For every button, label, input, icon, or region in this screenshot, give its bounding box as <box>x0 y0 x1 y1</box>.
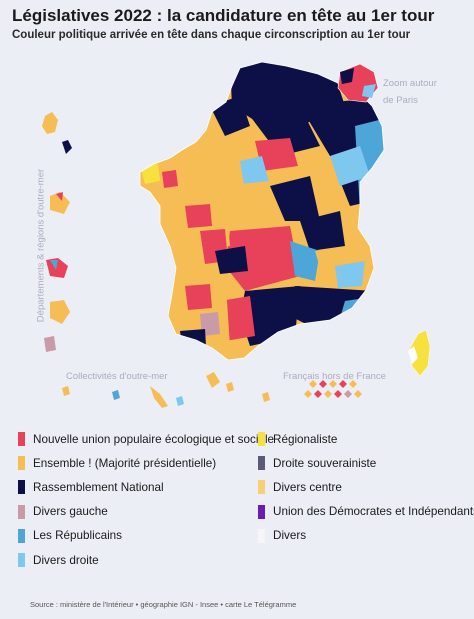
french-abroad-circonscriptions <box>304 380 362 398</box>
legend-label: Rassemblement National <box>33 480 164 494</box>
legend-item: Divers centre <box>258 480 342 495</box>
region-picardie-rn <box>250 106 320 156</box>
guyane <box>50 300 70 324</box>
region-idf-nupes <box>255 138 298 171</box>
france-map <box>42 61 431 408</box>
legend-item: Divers droite <box>18 553 99 567</box>
legend-swatch <box>258 456 265 471</box>
region-lorraine-dd <box>330 146 370 186</box>
mainland-outline <box>139 61 385 361</box>
paris-zoom <box>337 63 379 103</box>
reunion <box>46 258 68 278</box>
region-charente-rn <box>215 246 248 274</box>
martinique <box>50 192 70 214</box>
legend-label: Régionaliste <box>273 432 338 446</box>
legend-item: Ensemble ! (Majorité présidentielle) <box>18 456 217 471</box>
legend-item: Nouvelle union populaire écologique et s… <box>18 432 274 446</box>
collectivites-outre-mer <box>62 372 270 408</box>
region-massif-central-nupes <box>225 226 300 291</box>
legend-swatch <box>18 553 25 567</box>
legend-swatch <box>18 528 25 543</box>
region-normandie-ensemble <box>170 126 240 176</box>
legend: Nouvelle union populaire écologique et s… <box>18 432 474 582</box>
reunion-2 <box>50 260 58 270</box>
zoom-label: Zoom autour de Paris <box>383 78 437 106</box>
collectivites-label: Collectivités d'outre-mer <box>66 371 168 382</box>
legend-swatch <box>18 432 25 446</box>
legend-item: Rassemblement National <box>18 480 164 495</box>
mayotte <box>44 336 56 352</box>
overseas-departments-label: Départements & régions d'outre-mer <box>35 168 47 323</box>
legend-label: Divers droite <box>33 553 99 567</box>
region-nantes-nupes <box>185 204 212 228</box>
martinique-2 <box>56 192 63 201</box>
region-paca-rn <box>290 286 375 331</box>
legend-swatch <box>258 432 265 446</box>
legend-label: Les Républicains <box>33 529 123 543</box>
region-bourgogne-rn <box>270 176 320 221</box>
region-rennes-nupes <box>162 170 178 188</box>
guadeloupe <box>42 112 58 134</box>
legend-swatch <box>258 480 265 495</box>
legend-label: Nouvelle union populaire écologique et s… <box>33 432 275 446</box>
legend-label: Ensemble ! (Majorité présidentielle) <box>33 456 217 470</box>
region-savoie-dd <box>335 261 365 288</box>
legend-swatch <box>258 528 265 543</box>
french-abroad-label: Français hors de France <box>283 371 386 382</box>
region-bordeaux-nupes <box>185 284 212 310</box>
legend-item: Régionaliste <box>258 432 337 446</box>
legend-item: Divers <box>258 528 307 543</box>
region-centre-ensemble <box>220 181 285 231</box>
map-area: Zoom autour de Paris Départements & régi… <box>0 46 474 420</box>
legend-item: Les Républicains <box>18 528 123 543</box>
legend-label: Union des Démocrates et Indépendants <box>273 505 474 519</box>
legend-swatch <box>18 480 25 495</box>
legend-label: Divers gauche <box>33 505 108 519</box>
legend-label: Divers <box>273 529 307 543</box>
legend-swatch <box>18 504 25 519</box>
legend-label: Divers centre <box>273 480 342 494</box>
legend-item: Divers gauche <box>18 504 108 519</box>
page-subtitle: Couleur politique arrivée en tête dans c… <box>12 29 411 41</box>
region-loire-lr <box>290 241 320 281</box>
guadeloupe-2 <box>62 140 72 154</box>
legend-item: Droite souverainiste <box>258 456 377 471</box>
overseas-departments <box>42 112 72 352</box>
corsica-divers <box>408 346 418 364</box>
source-note: Source : ministère de l'Intérieur • géog… <box>30 600 297 609</box>
legend-swatch <box>258 504 265 519</box>
legend-item: Union des Démocrates et Indépendants <box>258 504 474 519</box>
legend-label: Droite souverainiste <box>273 456 377 470</box>
legend-swatch <box>18 456 25 471</box>
page-title: Législatives 2022 : la candidature en tê… <box>12 6 435 25</box>
region-franche-comte-rn <box>300 211 345 251</box>
